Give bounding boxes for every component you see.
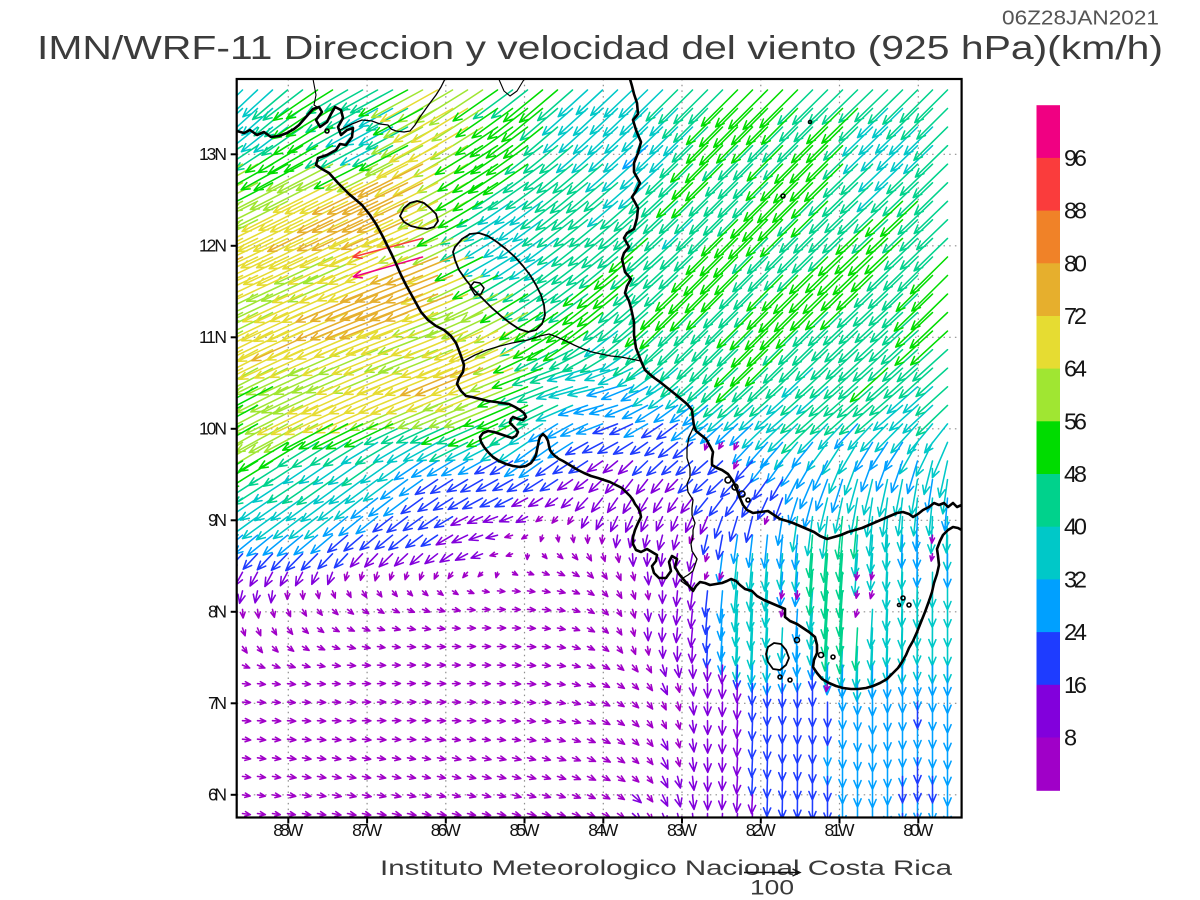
svg-text:Instituto Meteorologico Nacion: Instituto Meteorologico Nacional Costa R…	[380, 857, 953, 880]
svg-text:81W: 81W	[825, 820, 855, 840]
svg-text:56: 56	[1064, 408, 1087, 434]
svg-text:40: 40	[1064, 514, 1087, 540]
svg-text:6N: 6N	[208, 784, 227, 804]
svg-text:8N: 8N	[208, 601, 227, 621]
svg-text:85W: 85W	[510, 820, 540, 840]
svg-text:06Z28JAN2021: 06Z28JAN2021	[1002, 8, 1159, 30]
svg-text:48: 48	[1064, 461, 1087, 487]
svg-text:80: 80	[1064, 250, 1087, 276]
svg-text:84W: 84W	[588, 820, 618, 840]
svg-text:88W: 88W	[273, 820, 303, 840]
svg-text:87W: 87W	[352, 820, 382, 840]
svg-text:86W: 86W	[431, 820, 461, 840]
svg-text:100: 100	[750, 877, 794, 900]
svg-text:82W: 82W	[746, 820, 776, 840]
svg-text:96: 96	[1064, 145, 1087, 171]
svg-text:88: 88	[1064, 198, 1087, 224]
svg-text:12N: 12N	[199, 235, 227, 255]
svg-text:16: 16	[1064, 672, 1087, 698]
svg-text:8: 8	[1064, 725, 1077, 751]
svg-text:9N: 9N	[208, 510, 227, 530]
svg-text:IMN/WRF-11 Direccion y velocid: IMN/WRF-11 Direccion y velocidad del vie…	[37, 30, 1163, 67]
svg-text:24: 24	[1064, 619, 1087, 645]
svg-text:64: 64	[1064, 356, 1087, 382]
svg-text:32: 32	[1064, 566, 1087, 592]
svg-text:7N: 7N	[208, 693, 227, 713]
svg-text:83W: 83W	[667, 820, 697, 840]
svg-text:11N: 11N	[199, 327, 227, 347]
svg-text:80W: 80W	[903, 820, 933, 840]
svg-text:13N: 13N	[199, 144, 227, 164]
svg-text:10N: 10N	[199, 418, 227, 438]
svg-text:72: 72	[1064, 303, 1087, 329]
